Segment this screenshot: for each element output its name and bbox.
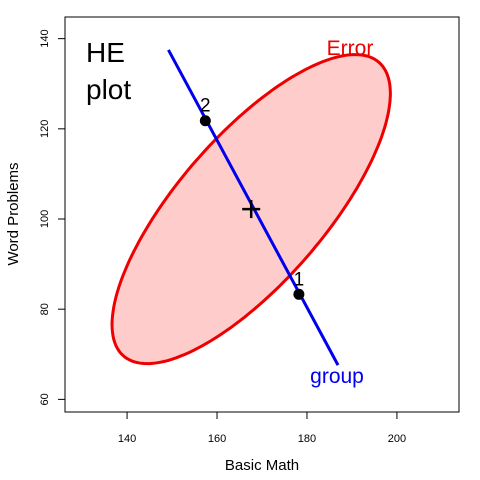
hypothesis-line-label: group [310, 365, 364, 388]
x-tick-label-160: 160 [208, 433, 226, 445]
plot-frame [64, 16, 460, 413]
group-mean-point-2 [199, 115, 211, 127]
y-tick-label-60: 60 [39, 393, 51, 405]
x-tick-label-140: 140 [118, 433, 136, 445]
x-tick-label-200: 200 [388, 433, 406, 445]
chart-title-line-2: plot [86, 74, 131, 105]
y-axis-title: Word Problems [5, 162, 22, 265]
group-mean-point-1 [293, 288, 305, 300]
y-tick-label-120: 120 [39, 120, 51, 138]
chart-title-line-1: HE [86, 37, 125, 68]
group-mean-label-1: 1 [294, 269, 305, 290]
error-ellipse-outline [110, 53, 392, 366]
x-tick-label-180: 180 [298, 433, 316, 445]
error-ellipse-label: Error [327, 37, 374, 60]
group-mean-label-2: 2 [200, 96, 211, 117]
y-tick-label-100: 100 [39, 210, 51, 228]
x-axis-title: Basic Math [225, 457, 299, 474]
hypothesis-line-group [167, 49, 340, 366]
y-tick-label-140: 140 [39, 29, 51, 47]
y-tick-label-80: 80 [39, 303, 51, 315]
